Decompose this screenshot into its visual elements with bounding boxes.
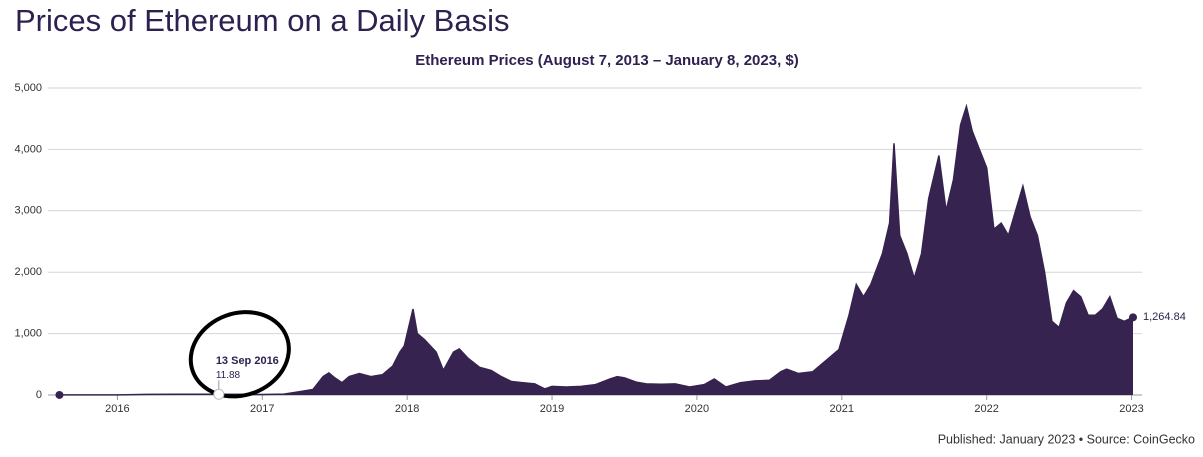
area-line <box>59 103 1134 396</box>
value-label: 1,264.84 <box>1143 311 1186 323</box>
y-tick-label: 3,000 <box>14 205 42 217</box>
x-tick-label: 2021 <box>830 403 854 415</box>
chart-title: Prices of Ethereum on a Daily Basis <box>15 3 510 38</box>
y-tick-label: 5,000 <box>14 82 42 94</box>
area-fill <box>59 106 1133 396</box>
y-tick-label: 1,000 <box>14 328 42 340</box>
x-tick-label: 2022 <box>974 403 998 415</box>
y-tick-label: 2,000 <box>14 266 42 278</box>
x-tick-label: 2019 <box>540 403 564 415</box>
x-tick-label: 2018 <box>395 403 419 415</box>
annotation-value: 11.88 <box>216 370 241 381</box>
x-tick-label: 2017 <box>250 403 274 415</box>
footer: Published: January 2023 • Source: CoinGe… <box>938 432 1195 446</box>
point <box>55 390 64 399</box>
y-tick-label: 0 <box>36 389 42 401</box>
highlight-ring <box>188 310 291 399</box>
y-tick-label: 4,000 <box>14 143 42 155</box>
x-tick-label: 2020 <box>685 403 709 415</box>
point <box>1129 313 1137 322</box>
annotation-point <box>213 388 225 400</box>
chart-subtitle: Ethereum Prices (August 7, 2013 – Januar… <box>415 52 799 69</box>
x-tick-label: 2023 <box>1119 403 1143 415</box>
annotation-date: 13 Sep 2016 <box>216 355 279 367</box>
x-tick-label: 2016 <box>105 403 129 415</box>
